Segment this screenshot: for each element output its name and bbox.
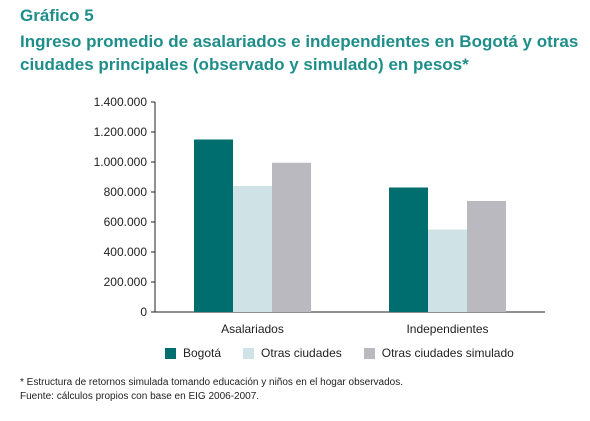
legend-swatch-otras-ciudades xyxy=(243,347,255,359)
legend-swatch-otras-ciudades-simulado xyxy=(363,347,375,359)
bar-asalariados-otras-ciudades xyxy=(233,186,272,312)
bar-independientes-otras-ciudades-simulado xyxy=(467,201,506,312)
legend-item-otras-ciudades-simulado: Otras ciudades simulado xyxy=(363,346,514,360)
legend-swatch-bogota xyxy=(165,347,176,359)
x-category-label: Asalariados xyxy=(221,322,284,336)
y-tick-label: 0 xyxy=(140,305,147,319)
legend-label-bogota: Bogotá xyxy=(183,346,222,360)
y-tick-label: 200.000 xyxy=(104,275,148,289)
bar-asalariados-bogot- xyxy=(194,139,233,312)
chart-legend: Bogotá Otras ciudades Otras ciudades sim… xyxy=(165,346,536,360)
footnote: * Estructura de retornos simulada tomand… xyxy=(20,377,404,388)
legend-item-bogota: Bogotá xyxy=(165,346,221,360)
bar-asalariados-otras-ciudades-simulado xyxy=(272,162,311,312)
y-tick-label: 600.000 xyxy=(104,215,148,229)
x-category-label: Independientes xyxy=(406,322,488,336)
figure-label: Gráfico 5 xyxy=(20,6,94,25)
y-tick-label: 800.000 xyxy=(104,185,148,199)
legend-label-otras-ciudades: Otras ciudades xyxy=(261,346,342,360)
bar-independientes-otras-ciudades xyxy=(428,229,467,312)
bar-independientes-bogot- xyxy=(389,187,428,312)
y-tick-label: 400.000 xyxy=(104,245,148,259)
y-tick-label: 1.400.000 xyxy=(94,95,148,109)
y-tick-label: 1.200.000 xyxy=(94,125,148,139)
y-tick-label: 1.000.000 xyxy=(94,155,148,169)
figure-title: Ingreso promedio de asalariados e indepe… xyxy=(20,32,579,74)
legend-label-otras-ciudades-simulado: Otras ciudades simulado xyxy=(381,346,514,360)
chart-notes: * Estructura de retornos simulada tomand… xyxy=(20,376,403,404)
legend-item-otras-ciudades: Otras ciudades xyxy=(243,346,342,360)
source-note: Fuente: cálculos propios con base en EIG… xyxy=(20,391,260,402)
